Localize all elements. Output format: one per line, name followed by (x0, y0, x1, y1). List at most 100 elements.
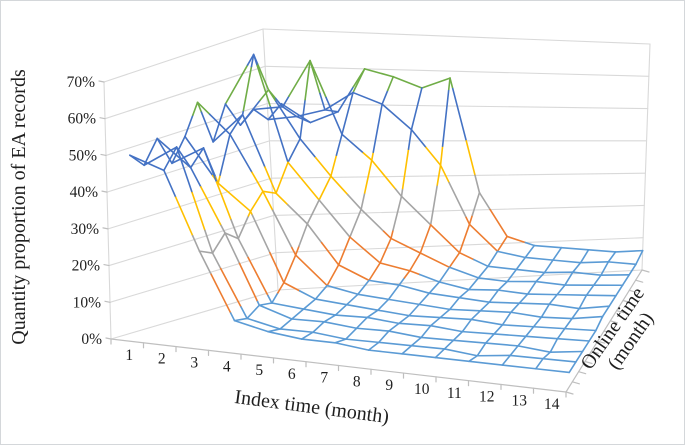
depth-axis-tick (597, 340, 606, 344)
surface-mesh-segment (219, 267, 242, 308)
surface-mesh-segment (269, 105, 289, 164)
surface-mesh-segment (524, 241, 536, 247)
back-wall-gridline (275, 237, 644, 254)
surface-mesh-segment (452, 330, 464, 342)
surface-mesh-segment (501, 311, 512, 326)
surface-mesh-segment (448, 181, 467, 219)
surface-mesh-segment (461, 318, 473, 333)
surface-mesh-segment (299, 98, 306, 140)
surface-mesh-segment (295, 115, 312, 124)
surface-mesh-segment (300, 331, 314, 340)
surface-mesh-segment (208, 113, 231, 136)
surface-mesh-segment (421, 77, 451, 89)
surface-mesh-segment (275, 100, 301, 140)
back-right-wall-edge (641, 43, 651, 271)
surface-mesh-segment (510, 311, 543, 318)
value-axis-tick (103, 263, 110, 267)
surface-mesh-segment (548, 303, 581, 310)
surface-mesh-segment (451, 87, 468, 142)
surface-mesh-segment (286, 203, 309, 225)
depth-axis-tick (616, 310, 625, 314)
surface-mesh-segment (247, 256, 269, 297)
surface-mesh-segment (489, 208, 508, 238)
surface-mesh-segment (398, 284, 431, 294)
surface-mesh-segment (363, 68, 395, 78)
surface-mesh-segment (370, 159, 397, 190)
surface-mesh-segment (192, 101, 199, 116)
surface-mesh-segment (434, 356, 470, 363)
back-wall-gridline (262, 28, 651, 45)
surface-mesh-segment (564, 271, 574, 286)
surface-mesh-segment (250, 53, 255, 68)
surface-mesh-segment (429, 223, 461, 254)
surface-mesh-segment (578, 305, 611, 310)
x-tick-label: 10 (414, 381, 430, 398)
surface-mesh-segment (419, 223, 432, 254)
surface-mesh-segment (239, 99, 261, 126)
surface-mesh-segment (524, 244, 536, 259)
surface-mesh-segment (202, 147, 218, 183)
surface-mesh-segment (488, 289, 500, 303)
surface-mesh-segment (357, 279, 370, 296)
surface-mesh-segment (517, 335, 527, 347)
surface-mesh-segment (211, 252, 222, 270)
surface-mesh-segment (509, 345, 519, 357)
surface-mesh-segment (515, 256, 527, 271)
surface-mesh-segment (212, 113, 244, 143)
surface-mesh-segment (287, 161, 320, 201)
surface-mesh-segment (517, 345, 552, 354)
surface-mesh-segment (410, 344, 446, 350)
surface-mesh-segment (429, 324, 464, 333)
surface-mesh-segment (381, 103, 413, 131)
surface-mesh-segment (434, 348, 446, 359)
surface-mesh-segment (334, 314, 368, 319)
surface-mesh-segment (323, 314, 337, 323)
value-axis-title: Quantity proportion of EA records (8, 69, 30, 345)
surface-mesh-segment (163, 169, 177, 199)
surface-mesh-segment (247, 210, 252, 217)
surface-mesh-segment (448, 296, 461, 311)
surface-mesh-segment (400, 195, 432, 226)
surface-mesh-segment (267, 328, 281, 333)
surface-mesh-segment (439, 164, 450, 184)
surface-mesh-segment (419, 252, 451, 269)
surface-mesh-segment (552, 259, 582, 264)
value-tick-label: 30% (71, 221, 100, 238)
surface-mesh-segment (345, 327, 358, 340)
surface-mesh-segment (563, 327, 597, 332)
surface-mesh-segment (581, 340, 590, 353)
value-tick-label: 0% (81, 331, 102, 348)
value-tick-label: 10% (73, 294, 102, 311)
surface-mesh-segment (267, 294, 273, 304)
axis-tick-labels: 0%10%20%30%40%50%60%70%1 2 3 4 5 6 7 8 9 10 11 12 13… (67, 74, 560, 413)
surface-mesh-segment (443, 339, 455, 350)
surface-mesh-segment (249, 190, 264, 213)
surface-mesh-segment (283, 281, 301, 292)
surface-mesh-segment (251, 171, 264, 193)
surface-mesh-segment (312, 331, 347, 340)
surface-mesh-segment (468, 214, 474, 226)
surface-mesh-segment (337, 236, 351, 266)
value-tick-label: 20% (72, 258, 101, 275)
surface-mesh-segment (532, 325, 566, 330)
surface-mesh-segment (420, 324, 432, 339)
surface-mesh-segment (382, 230, 392, 240)
surface-mesh-segment (314, 284, 328, 300)
surface-mesh-segment (472, 258, 489, 268)
surface-mesh-segment (465, 216, 471, 226)
surface-mesh-segment (579, 249, 590, 264)
surface-mesh-segment (607, 261, 637, 266)
surface-mesh-segment (337, 264, 370, 282)
surface-mesh-segment (418, 292, 431, 306)
surface-mesh-segment (299, 137, 317, 159)
surface-mesh-segment (275, 161, 289, 195)
surface-mesh-segment (334, 341, 370, 351)
x-tick-label: 4 (223, 358, 231, 375)
value-axis-tick (101, 190, 108, 193)
surface-mesh-segment (326, 264, 340, 287)
surface-mesh-segment (291, 308, 305, 320)
surface-mesh-segment (349, 208, 362, 238)
side-wall-gridline (105, 103, 268, 156)
surface-mesh-segment (345, 303, 379, 311)
surface-mesh-segment (325, 96, 343, 136)
